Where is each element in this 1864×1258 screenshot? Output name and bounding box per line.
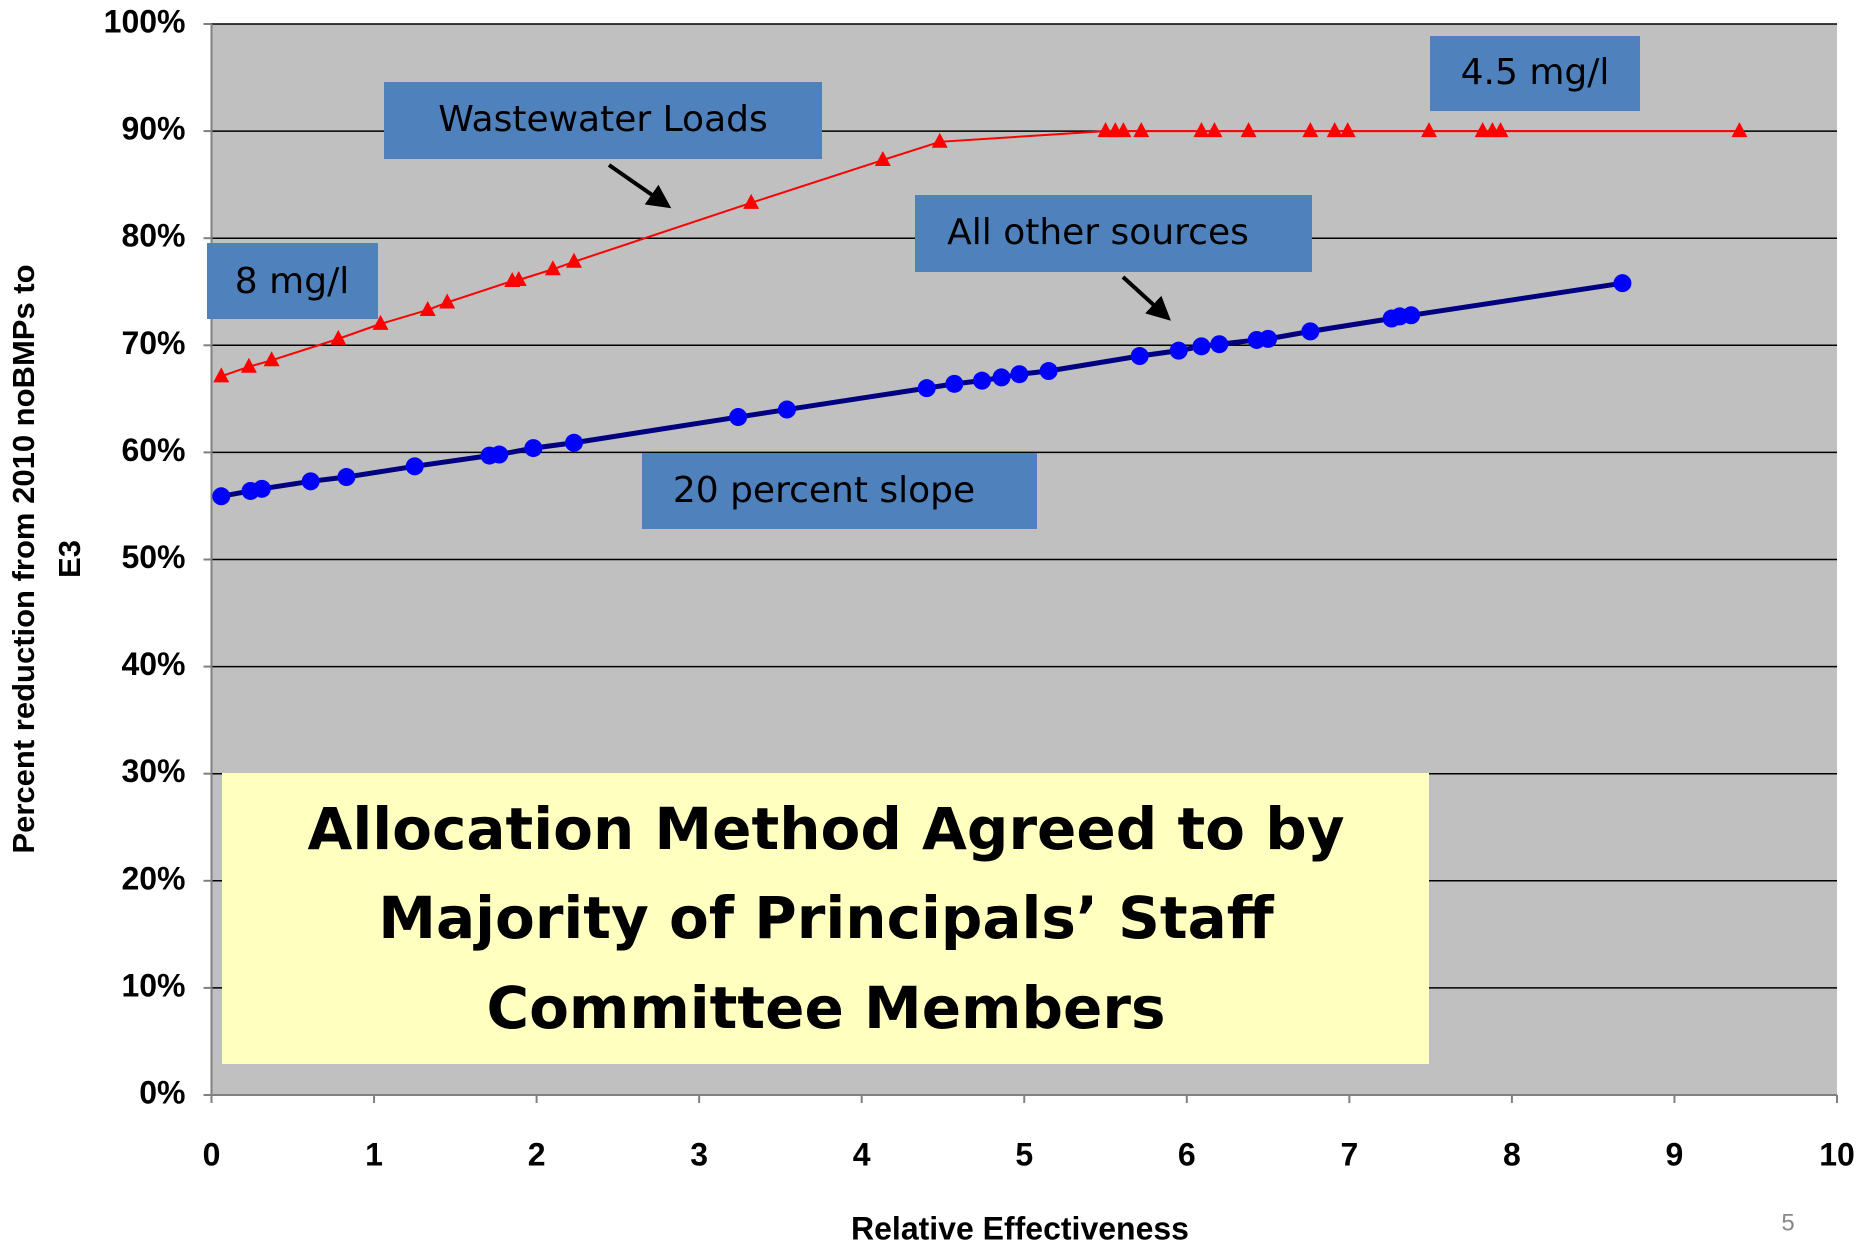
marker [419,300,436,316]
marker [743,193,760,209]
marker [1339,122,1356,138]
y-tick-label: 30% [121,753,185,789]
marker [1402,306,1421,325]
marker [405,457,424,476]
annotation: 20 percent slope [673,470,975,511]
marker [263,351,280,367]
marker [1301,322,1320,341]
y-tick-label: 90% [121,111,185,147]
marker [1492,122,1509,138]
marker [510,270,527,286]
x-tick-label: 6 [1178,1136,1196,1172]
marker [1010,365,1029,384]
annotation: Wastewater Loads [438,99,768,140]
annotation: 4.5 mg/l [1461,52,1610,93]
marker [917,379,936,398]
marker [931,132,948,148]
marker [1133,122,1150,138]
marker [1420,122,1437,138]
y-axis-label: Percent reduction from 2010 noBMPs to [6,264,41,853]
y-tick-label: 70% [121,325,185,361]
x-tick-label: 0 [203,1136,221,1172]
marker [372,314,389,330]
marker [972,371,991,390]
annotation: All other sources [947,212,1249,253]
y-tick-label: 20% [121,860,185,896]
marker [1130,347,1149,366]
marker [1259,329,1278,348]
annotation-box [915,195,1312,272]
y-tick-label: 60% [121,432,185,468]
y-tick-label: 10% [121,967,185,1003]
x-tick-label: 7 [1340,1136,1358,1172]
marker [212,487,231,506]
annotation-box [207,243,378,319]
callout-text: Majority of Principals’ Staff [378,884,1275,952]
marker [1210,335,1229,354]
marker [1115,122,1132,138]
y-tick-label: 80% [121,218,185,254]
marker [490,445,509,464]
marker [213,367,230,383]
annotation-box [1430,36,1640,111]
marker [439,293,456,309]
slide-number: 5 [1781,1209,1794,1236]
arrow [1121,275,1171,321]
marker [1193,122,1210,138]
annotation-box [642,453,1037,529]
y-tick-label: 0% [139,1074,185,1110]
arrow [607,163,672,209]
x-tick-label: 9 [1666,1136,1684,1172]
marker [1326,122,1343,138]
annotation: 8 mg/l [235,261,349,302]
marker [1613,274,1632,293]
marker [1731,122,1748,138]
x-tick-label: 3 [690,1136,708,1172]
marker [945,374,964,393]
series-layer [212,122,1748,506]
annotation-box [384,82,822,159]
marker [240,357,257,373]
marker [1169,341,1188,360]
y-axis-label: E3 [52,540,87,578]
callout-text: Committee Members [487,974,1166,1042]
x-tick-label: 4 [853,1136,871,1172]
marker [301,472,320,491]
marker [874,151,891,167]
marker [564,433,583,452]
x-tick-label: 10 [1819,1136,1855,1172]
marker [1206,122,1223,138]
marker [544,260,561,276]
callout-box [222,773,1429,1064]
marker [1039,362,1058,381]
x-tick-label: 2 [528,1136,546,1172]
marker [565,252,582,268]
marker [524,439,543,458]
marker [330,329,347,345]
marker [1240,122,1257,138]
x-tick-label: 8 [1503,1136,1521,1172]
marker [729,408,748,427]
y-tick-label: 50% [121,539,185,575]
marker [1192,337,1211,356]
marker [777,400,796,419]
marker [1302,122,1319,138]
marker [337,468,356,487]
marker [992,368,1011,387]
x-tick-label: 5 [1015,1136,1033,1172]
x-tick-label: 1 [365,1136,383,1172]
y-tick-label: 40% [121,646,185,682]
marker [252,479,271,498]
callout-text: Allocation Method Agreed to by [307,795,1344,863]
x-axis-label: Relative Effectiveness [851,1210,1189,1246]
y-tick-label: 100% [104,3,186,39]
